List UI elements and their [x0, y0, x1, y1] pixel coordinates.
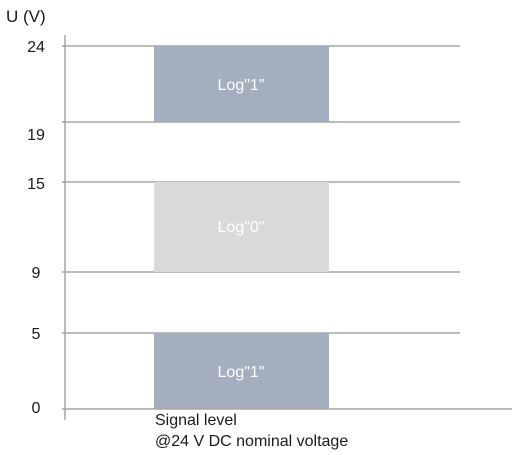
band-label-log0: Log"0" — [218, 219, 265, 236]
tick-label-24: 24 — [27, 39, 45, 56]
band-log0 — [154, 182, 329, 272]
y-axis-title: U (V) — [6, 7, 46, 26]
band-label-log1-low: Log"1" — [218, 364, 265, 381]
tick-label-0: 0 — [32, 400, 41, 417]
tick-label-19: 19 — [27, 127, 45, 144]
band-log1-high — [154, 46, 329, 122]
caption-line-2: @24 V DC nominal voltage — [155, 433, 348, 450]
tick-label-5: 5 — [32, 326, 41, 343]
caption-line-1: Signal level — [155, 412, 237, 429]
band-label-log1-high: Log"1" — [218, 77, 265, 94]
tick-label-15: 15 — [27, 176, 45, 193]
band-log1-low — [154, 333, 329, 409]
tick-label-9: 9 — [32, 265, 41, 282]
